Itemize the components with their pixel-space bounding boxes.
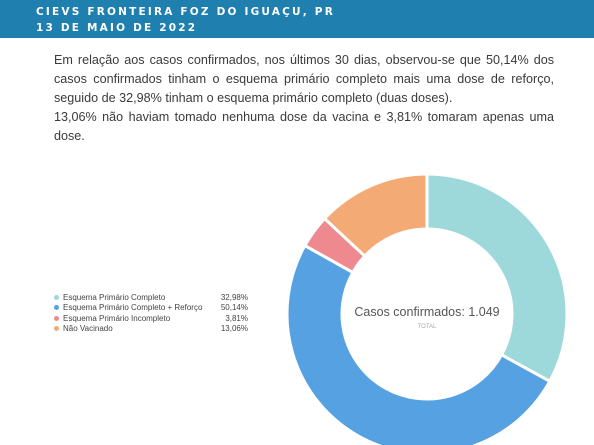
legend-swatch [54, 294, 59, 300]
header-date: 13 DE MAIO DE 2022 [36, 22, 198, 34]
legend-value: 13,06% [220, 324, 248, 334]
donut-slice [322, 172, 429, 259]
legend-label: Esquema Primário Completo [63, 292, 166, 302]
legend-label: Esquema Primário Completo + Reforço [63, 303, 203, 313]
legend-swatch [54, 326, 59, 332]
donut-chart: Casos confirmados: 1.049 TOTAL [285, 172, 569, 445]
legend-item: Esquema Primário Incompleto 3,81% [54, 313, 248, 324]
donut-center-subtitle: TOTAL [418, 324, 437, 330]
legend-swatch [54, 315, 59, 321]
legend-label: Não Vacinado [63, 324, 113, 334]
chart-legend: Esquema Primário Completo 32,98% Esquema P… [54, 292, 248, 334]
legend-item: Esquema Primário Completo + Reforço 50,14… [54, 303, 248, 314]
report-header: CIEVS FRONTEIRA FOZ DO IGUAÇU, PR 13 DE … [0, 0, 594, 38]
donut-slice [285, 243, 552, 445]
legend-value: 50,14% [220, 303, 248, 313]
legend-item: Esquema Primário Completo 32,98% [54, 292, 248, 303]
donut-center-title: Casos confirmados: 1.049 [354, 305, 499, 319]
header-title: CIEVS FRONTEIRA FOZ DO IGUAÇU, PR [36, 6, 335, 18]
legend-label: Esquema Primário Incompleto [63, 313, 171, 323]
summary-paragraph-2: 13,06% não haviam tomado nenhuma dose da… [54, 110, 554, 143]
legend-value: 3,81% [225, 313, 248, 323]
summary-paragraph-1: Em relação aos casos confirmados, nos úl… [54, 53, 554, 105]
legend-item: Não Vacinado 13,06% [54, 324, 248, 335]
summary-text: Em relação aos casos confirmados, nos úl… [54, 51, 554, 146]
legend-swatch [54, 305, 59, 311]
donut-slice [425, 172, 569, 384]
legend-value: 32,98% [220, 292, 248, 302]
